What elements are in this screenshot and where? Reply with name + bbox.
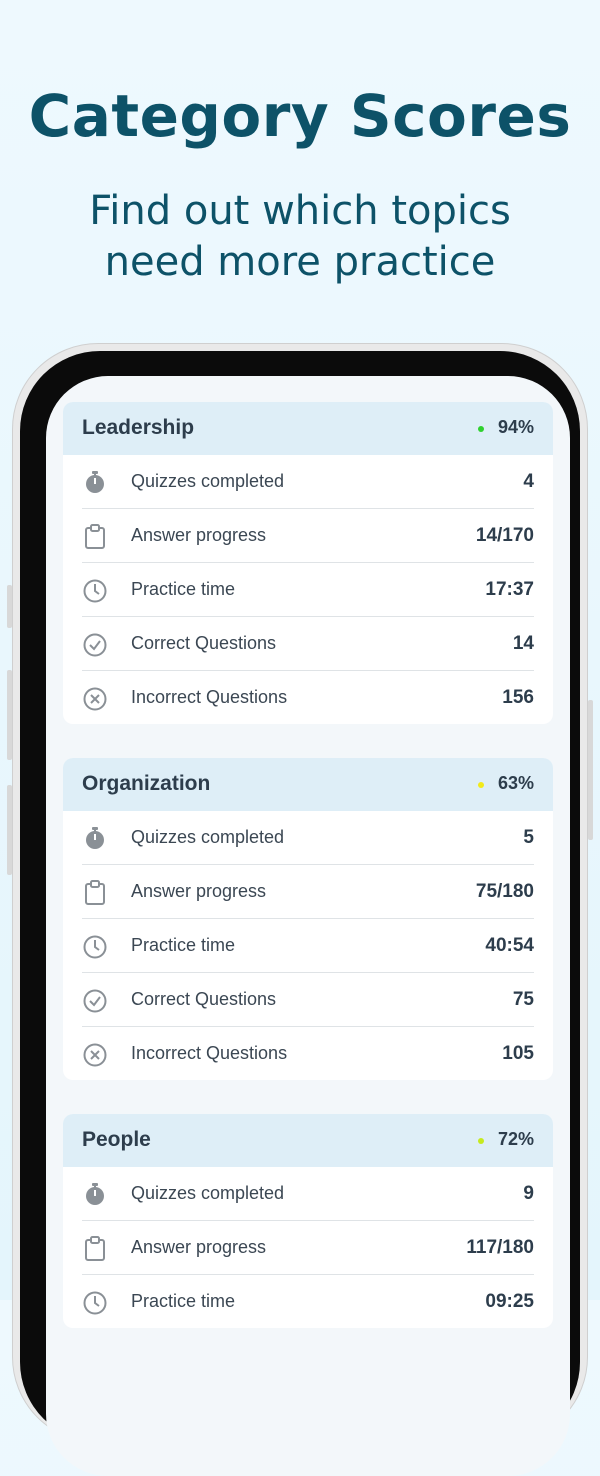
row-icon <box>85 524 105 549</box>
row-icon <box>83 935 107 959</box>
stat-value: 75/180 <box>475 881 534 902</box>
stat-label: Answer progress <box>131 1237 267 1257</box>
row-icon <box>83 989 107 1013</box>
card-header: People 72% <box>63 1114 553 1167</box>
category-score: 94% <box>497 417 534 437</box>
stat-row: Answer progress 75/180 <box>82 865 534 919</box>
stat-value: 40:54 <box>485 935 534 956</box>
phone-frame: Leadership 94% Quizzes completed 4 Answer pr… <box>12 343 588 1476</box>
stat-label: Practice time <box>131 579 236 599</box>
side-button <box>7 670 12 760</box>
stat-row: Answer progress 14/170 <box>82 509 534 563</box>
stat-row: Quizzes completed 5 <box>82 811 534 865</box>
category-card: Organization 63% Quizzes completed 5 Answer … <box>63 758 553 1080</box>
stat-row: Practice time 40:54 <box>82 919 534 973</box>
stat-row: Incorrect Questions 105 <box>82 1027 534 1080</box>
stat-label: Incorrect Questions <box>131 1043 288 1063</box>
category-score: 63% <box>497 773 534 793</box>
stat-label: Incorrect Questions <box>131 687 288 707</box>
stat-value: 156 <box>502 687 534 708</box>
status-dot <box>478 782 484 788</box>
stat-row: Correct Questions 75 <box>82 973 534 1027</box>
stat-value: 9 <box>523 1183 534 1204</box>
stat-label: Correct Questions <box>131 989 277 1009</box>
stat-row: Correct Questions 14 <box>82 617 534 671</box>
stat-label: Quizzes completed <box>131 471 285 491</box>
stat-row: Practice time 09:25 <box>82 1275 534 1328</box>
row-icon <box>86 1183 104 1205</box>
row-icon <box>83 1043 107 1067</box>
stat-value: 75 <box>512 989 534 1010</box>
stat-value: 4 <box>523 471 534 492</box>
row-icon <box>85 1236 105 1261</box>
screen: Leadership 94% Quizzes completed 4 Answer pr… <box>46 376 570 1476</box>
stat-row: Answer progress 117/180 <box>82 1221 534 1275</box>
row-icon <box>86 471 104 493</box>
stat-value: 17:37 <box>485 579 534 600</box>
side-button <box>588 700 593 840</box>
title: Category Scores <box>28 82 572 150</box>
stat-value: 09:25 <box>485 1291 534 1312</box>
row-icon <box>85 880 105 905</box>
row-icon <box>83 579 107 603</box>
category-card: Leadership 94% Quizzes completed 4 Answer pr… <box>63 402 553 724</box>
phone-bezel: Leadership 94% Quizzes completed 4 Answer pr… <box>20 351 580 1476</box>
stat-label: Quizzes completed <box>131 1183 285 1203</box>
stat-value: 105 <box>502 1043 534 1064</box>
stat-value: 14/170 <box>475 525 534 546</box>
row-icon <box>83 633 107 657</box>
stat-row: Quizzes completed 4 <box>82 455 534 509</box>
stat-label: Practice time <box>131 935 236 955</box>
card-header: Leadership 94% <box>63 402 553 455</box>
stat-row: Incorrect Questions 156 <box>82 671 534 724</box>
stat-label: Quizzes completed <box>131 827 285 847</box>
subtitle: Find out which topics need more practice <box>89 188 511 285</box>
row-icon <box>83 1291 107 1315</box>
side-button <box>7 785 12 875</box>
row-icon <box>86 827 104 849</box>
category-name: Leadership <box>82 416 195 439</box>
stat-row: Quizzes completed 9 <box>82 1167 534 1221</box>
stat-label: Answer progress <box>131 525 267 545</box>
stat-label: Correct Questions <box>131 633 277 653</box>
status-dot <box>478 426 484 432</box>
stat-value: 5 <box>523 827 534 848</box>
category-name: People <box>82 1128 151 1151</box>
stat-label: Answer progress <box>131 881 267 901</box>
stat-label: Practice time <box>131 1291 236 1311</box>
stat-value: 14 <box>512 633 534 654</box>
category-name: Organization <box>82 772 211 795</box>
status-dot <box>478 1138 484 1144</box>
side-button <box>7 585 12 628</box>
stat-row: Practice time 17:37 <box>82 563 534 617</box>
stat-value: 117/180 <box>466 1237 534 1258</box>
row-icon <box>83 687 107 711</box>
category-card: People 72% Quizzes completed 9 Answer progre… <box>63 1114 553 1328</box>
card-header: Organization 63% <box>63 758 553 811</box>
category-score: 72% <box>497 1129 534 1149</box>
